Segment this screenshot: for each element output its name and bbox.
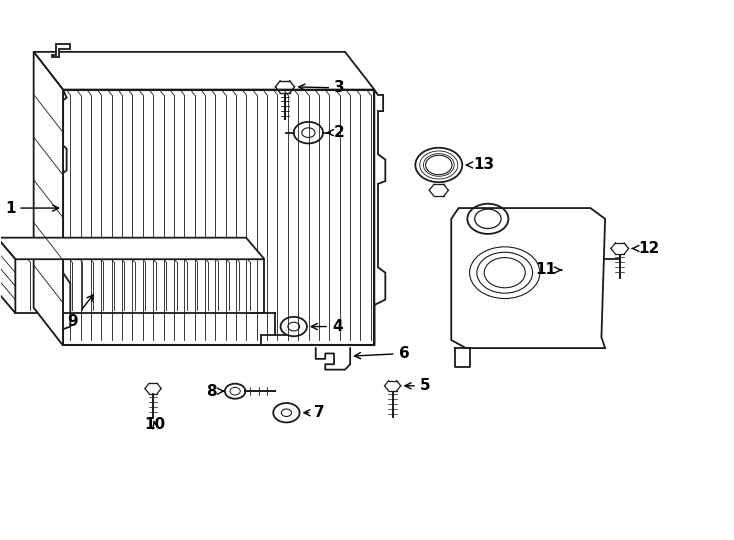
Polygon shape — [52, 44, 70, 57]
Text: 3: 3 — [299, 80, 345, 96]
Polygon shape — [0, 238, 15, 313]
Text: 6: 6 — [355, 346, 410, 361]
Polygon shape — [52, 90, 70, 346]
Polygon shape — [374, 90, 385, 346]
Text: 12: 12 — [632, 241, 659, 256]
Text: 8: 8 — [206, 384, 223, 399]
Polygon shape — [451, 208, 605, 348]
Text: 7: 7 — [304, 405, 325, 420]
Text: 9: 9 — [67, 295, 93, 329]
Text: 5: 5 — [405, 379, 430, 393]
Text: 1: 1 — [5, 200, 59, 215]
Polygon shape — [0, 238, 264, 259]
Text: 11: 11 — [535, 262, 562, 278]
Text: 13: 13 — [467, 158, 495, 172]
Text: 4: 4 — [311, 319, 343, 334]
Text: 10: 10 — [144, 416, 165, 431]
Polygon shape — [34, 52, 63, 346]
Text: 2: 2 — [327, 125, 345, 140]
Polygon shape — [34, 52, 374, 90]
